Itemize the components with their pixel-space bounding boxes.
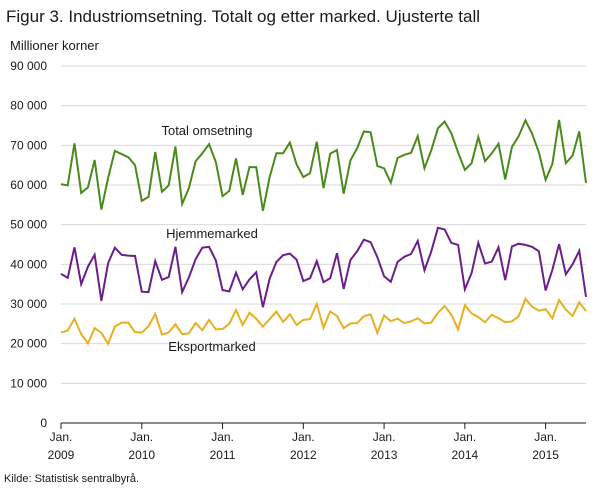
x-tick-month: Jan. xyxy=(454,430,477,444)
annotation-eksportmarked: Eksportmarked xyxy=(168,339,255,354)
y-tick-label: 20 000 xyxy=(10,337,47,351)
y-tick-label: 40 000 xyxy=(10,257,47,271)
x-tick-year: 2014 xyxy=(451,448,478,462)
x-tick-year: 2012 xyxy=(290,448,317,462)
y-tick-label: 90 000 xyxy=(10,59,47,73)
x-tick-year: 2011 xyxy=(210,448,236,462)
y-tick-label: 0 xyxy=(40,416,47,430)
y-axis-label: Millioner korner xyxy=(10,38,99,53)
x-tick-month: Jan. xyxy=(50,430,73,444)
series-line-eksportmarked xyxy=(60,296,587,346)
annotation-hjemmemarked: Hjemmemarked xyxy=(166,226,258,241)
x-tick-month: Jan. xyxy=(292,430,315,444)
y-tick-label: 10 000 xyxy=(10,376,47,390)
y-tick-label: 30 000 xyxy=(10,297,47,311)
series-annotations: Total omsetning Hjemmemarked Eksportmarked xyxy=(161,123,257,354)
annotation-total-omsetning: Total omsetning xyxy=(161,123,252,138)
x-axis xyxy=(60,422,586,429)
x-tick-year: 2009 xyxy=(48,448,75,462)
source-note: Kilde: Statistisk sentralbyrå. xyxy=(4,473,140,485)
series-line-hjemmemarked xyxy=(60,226,587,308)
x-tick-month: Jan. xyxy=(130,430,153,444)
y-tick-label: 80 000 xyxy=(10,99,47,113)
x-tick-month: Jan. xyxy=(534,430,557,444)
y-tick-label: 70 000 xyxy=(10,138,47,152)
y-tick-labels: 0 10 000 20 000 30 000 40 000 50 000 60 000 70 … xyxy=(10,59,47,430)
y-tick-label: 50 000 xyxy=(10,218,47,232)
x-tick-year: 2013 xyxy=(371,448,398,462)
series-lines xyxy=(60,117,587,346)
grid-lines xyxy=(61,65,586,384)
chart-title: Figur 3. Industriomsetning. Totalt og et… xyxy=(6,7,481,26)
y-tick-label: 60 000 xyxy=(10,178,47,192)
x-tick-month: Jan. xyxy=(211,430,234,444)
x-tick-labels: Jan. 2009 Jan. 2010 Jan. 2011 Jan. 2012 Jan. 2013… xyxy=(48,430,560,462)
series-line-total-omsetning xyxy=(60,117,587,211)
x-tick-month: Jan. xyxy=(373,430,396,444)
x-tick-year: 2010 xyxy=(128,448,155,462)
x-tick-year: 2015 xyxy=(532,448,559,462)
